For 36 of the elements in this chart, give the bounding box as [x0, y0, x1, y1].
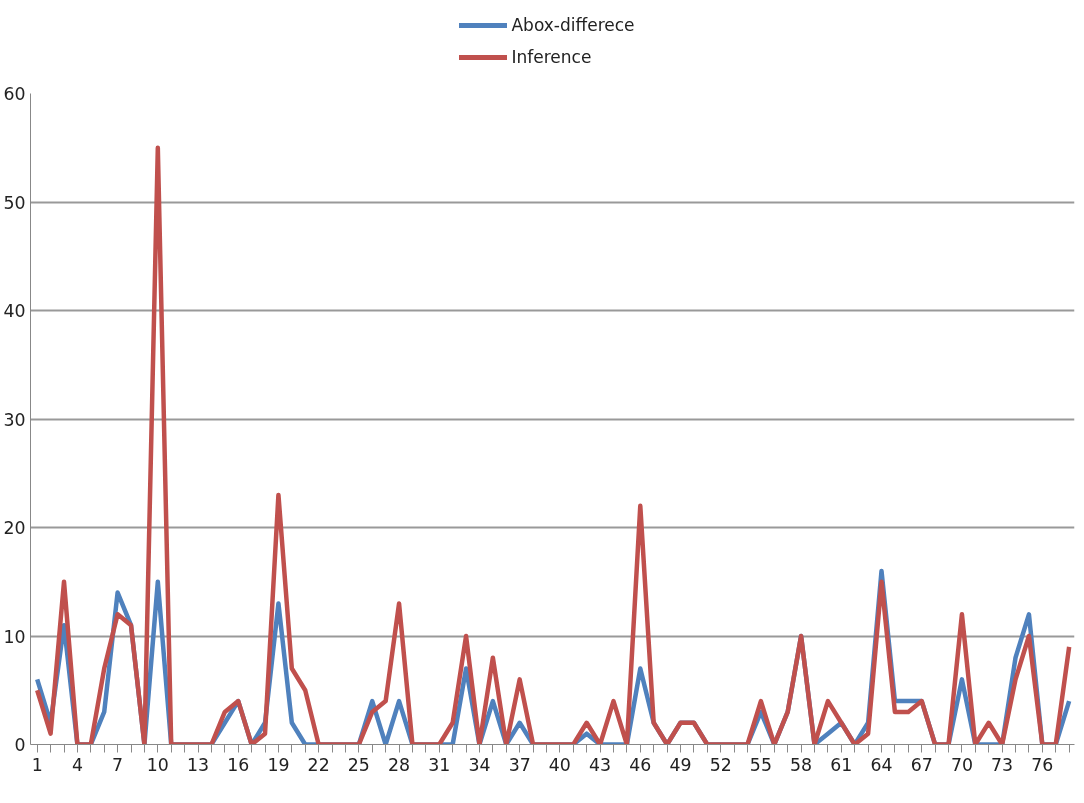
x-tick-label: 13	[187, 754, 210, 775]
x-tick-label: 34	[468, 754, 491, 775]
x-tick-label: 19	[267, 754, 290, 775]
x-tick-label: 55	[749, 754, 772, 775]
x-tick-label: 43	[589, 754, 612, 775]
x-tick-label: 76	[1031, 754, 1054, 775]
y-tick-label: 10	[3, 626, 26, 647]
x-tick-label: 67	[910, 754, 933, 775]
x-tick-label: 52	[709, 754, 732, 775]
legend-label: Inference	[511, 46, 592, 70]
y-tick-label: 60	[3, 83, 26, 104]
x-tick-label: 49	[669, 754, 692, 775]
y-tick-label: 20	[3, 517, 26, 538]
x-tick-label: 7	[112, 754, 124, 775]
line-series	[34, 145, 1072, 745]
x-tick-label: 37	[508, 754, 531, 775]
y-tick-label: 50	[3, 192, 26, 213]
y-tick-label: 40	[3, 300, 26, 321]
x-tick-label: 25	[347, 754, 370, 775]
x-tick-label: 22	[307, 754, 330, 775]
x-tick-label: 73	[991, 754, 1014, 775]
x-tick-label: 58	[790, 754, 813, 775]
x-tick-label: 70	[950, 754, 973, 775]
x-tick-label: 31	[428, 754, 451, 775]
x-tick-label: 1	[31, 754, 43, 775]
x-tick-label: 40	[548, 754, 571, 775]
y-tick-label: 0	[14, 734, 26, 755]
y-tick-label: 30	[3, 409, 26, 430]
x-tick-label: 10	[146, 754, 169, 775]
x-tick-label: 64	[870, 754, 893, 775]
x-tick-label: 28	[388, 754, 411, 775]
x-tick-label: 61	[830, 754, 853, 775]
x-tick-label: 16	[227, 754, 250, 775]
x-tick-label: 46	[629, 754, 652, 775]
x-tick-label: 4	[71, 754, 83, 775]
legend-label: Abox-differece	[511, 14, 635, 37]
